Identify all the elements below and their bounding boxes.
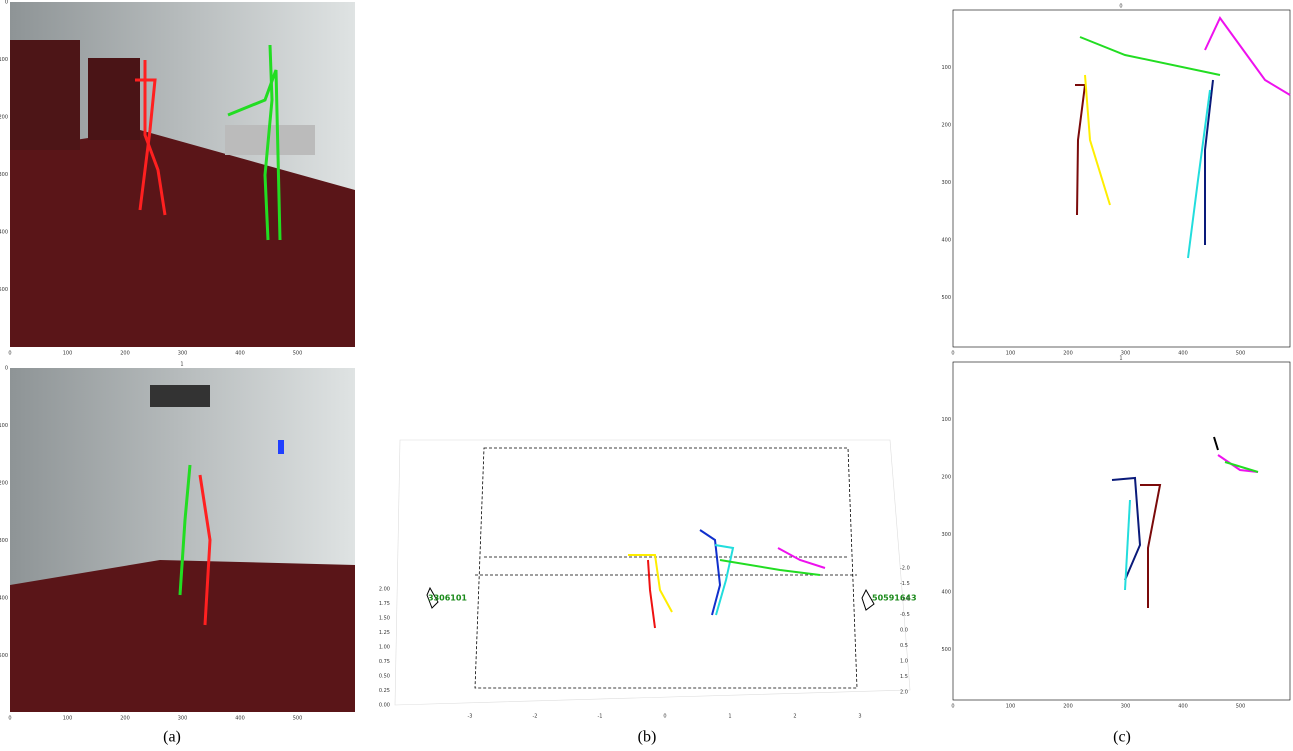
x-tick-label: 400 <box>235 351 245 357</box>
x-tick-label: 300 <box>1121 704 1131 710</box>
y-tick-label: 200 <box>0 115 8 121</box>
y-tick-label: 100 <box>0 57 8 63</box>
y-tick-label: 400 <box>941 590 951 596</box>
x-tick-label: 500 <box>1236 351 1246 357</box>
y-tick-label: 1.25 <box>379 630 390 636</box>
caption: (a) <box>163 729 181 746</box>
x-tick-label: 0 <box>663 714 666 720</box>
skeletons-3d <box>427 530 874 628</box>
z-tick-label: -1.5 <box>900 581 910 587</box>
x-tick-label: 200 <box>120 716 130 722</box>
x-tick-label: 400 <box>1178 351 1188 357</box>
y-tick-label: 1.75 <box>379 601 390 607</box>
caption: (b) <box>638 729 657 746</box>
x-tick-label: 100 <box>1006 351 1016 357</box>
x-tick-label: 1 <box>728 714 731 720</box>
photo-bottom <box>10 368 355 712</box>
y-tick-label: 400 <box>0 596 8 602</box>
x-tick-label: 100 <box>63 716 73 722</box>
plot-bottom-frame <box>953 362 1290 700</box>
x-tick-label: 300 <box>1121 351 1131 357</box>
y-tick-label: 300 <box>941 532 951 538</box>
plot-title: 1 <box>180 362 183 368</box>
y-tick-label: 1.00 <box>379 645 390 651</box>
y-tick-label: 0 <box>5 0 8 6</box>
x-tick-label: 500 <box>1236 704 1246 710</box>
y-tick-label: 100 <box>941 417 951 423</box>
skeletons-2d <box>1075 18 1290 608</box>
x-tick-label: 300 <box>178 351 188 357</box>
y-tick-label: 200 <box>941 475 951 481</box>
x-tick-label: -2 <box>533 714 538 720</box>
y-tick-label: 100 <box>0 423 8 429</box>
x-tick-label: 0 <box>951 704 954 710</box>
x-tick-label: 400 <box>1178 704 1188 710</box>
y-tick-label: 500 <box>941 295 951 301</box>
y-tick-label: 500 <box>0 287 8 293</box>
x-tick-label: 300 <box>178 716 188 722</box>
z-tick-label: 0.5 <box>900 643 908 649</box>
x-tick-label: 3 <box>858 714 861 720</box>
z-tick-label: 2.0 <box>900 690 908 696</box>
x-tick-label: 0 <box>8 351 11 357</box>
y-tick-label: 300 <box>0 538 8 544</box>
x-tick-label: 100 <box>63 351 73 357</box>
x-tick-label: 2 <box>793 714 796 720</box>
x-tick-label: 100 <box>1006 704 1016 710</box>
camera-label: 50591643 <box>872 594 917 603</box>
y-tick-label: 500 <box>941 647 951 653</box>
plot-3d-grid <box>395 440 910 705</box>
y-tick-label: 300 <box>0 172 8 178</box>
y-tick-label: 400 <box>0 230 8 236</box>
y-tick-label: 0.50 <box>379 674 390 680</box>
y-tick-label: 2.00 <box>379 587 390 593</box>
x-tick-label: 0 <box>951 351 954 357</box>
z-tick-label: 1.0 <box>900 659 908 665</box>
photo-top <box>10 2 355 347</box>
plot-top-frame <box>953 10 1290 347</box>
y-tick-label: 0 <box>5 366 8 372</box>
y-tick-label: 500 <box>0 653 8 659</box>
y-tick-label: 0.25 <box>379 688 390 694</box>
plot-title: 0 <box>1119 4 1122 10</box>
x-tick-label: 200 <box>1063 704 1073 710</box>
x-tick-label: -1 <box>598 714 603 720</box>
y-tick-label: 200 <box>941 123 951 129</box>
figure: (a) (b) (c) 1 0 1 3306101 50591643 0 100 2… <box>0 0 1293 751</box>
x-tick-label: -3 <box>468 714 473 720</box>
y-tick-label: 0.00 <box>379 703 390 709</box>
x-tick-label: 0 <box>8 716 11 722</box>
y-tick-label: 300 <box>941 180 951 186</box>
y-tick-label: 200 <box>0 481 8 487</box>
x-tick-label: 500 <box>293 351 303 357</box>
z-tick-label: 1.5 <box>900 674 908 680</box>
plot-3d <box>475 448 857 688</box>
y-tick-label: 100 <box>941 65 951 71</box>
page: {"panel_a": {"caption": "(a)", "bottom_t… <box>0 0 1293 751</box>
x-tick-label: 200 <box>120 351 130 357</box>
y-tick-label: 0.75 <box>379 659 390 665</box>
y-tick-label: 400 <box>941 238 951 244</box>
x-tick-label: 400 <box>235 716 245 722</box>
y-tick-label: 1.50 <box>379 616 390 622</box>
x-tick-label: 200 <box>1063 351 1073 357</box>
z-tick-label: -0.5 <box>900 612 910 618</box>
camera-label: 3306101 <box>428 594 467 603</box>
z-tick-label: 0.0 <box>900 628 908 634</box>
z-tick-label: -2.0 <box>900 566 910 572</box>
caption: (c) <box>1113 729 1131 746</box>
z-tick-label: -1.0 <box>900 597 910 603</box>
x-tick-label: 500 <box>293 716 303 722</box>
